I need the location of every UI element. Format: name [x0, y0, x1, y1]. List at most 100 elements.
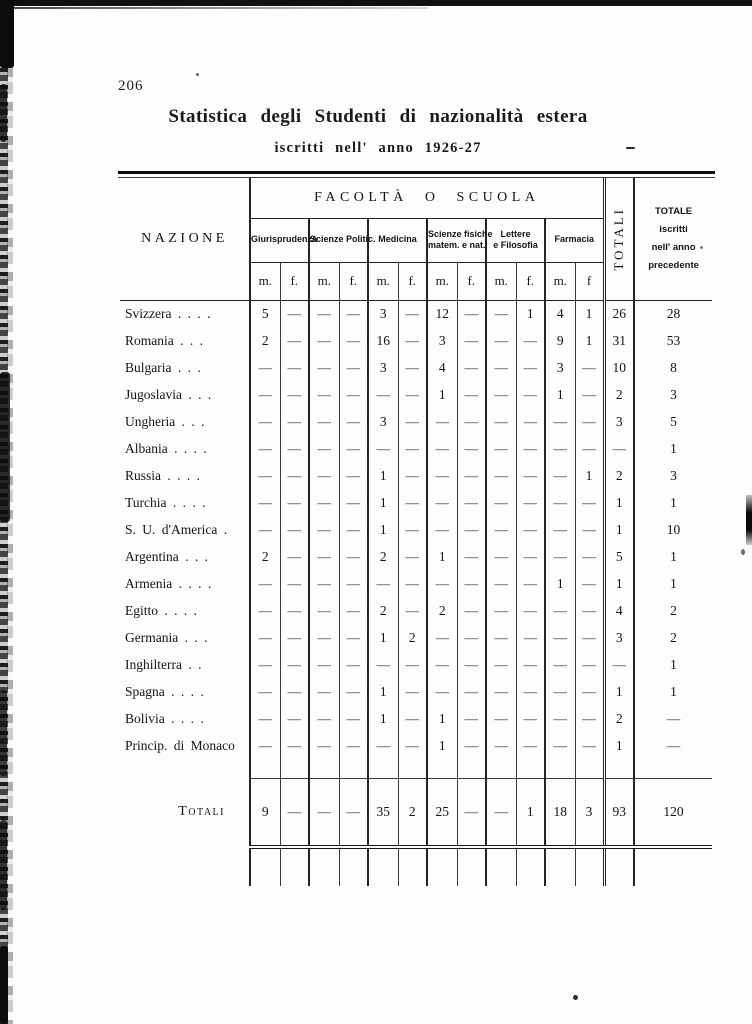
value-cell: —	[308, 597, 339, 625]
prev-header-line: nell' anno	[651, 241, 696, 253]
value-cell	[279, 759, 309, 778]
table-row: S. U. d'America . — — — —1— — — — — — —1 10	[120, 516, 713, 544]
totals-label: Totali	[178, 804, 225, 820]
value-cell: —	[397, 489, 427, 517]
value-cell: 1	[426, 381, 457, 409]
value-cell: —	[456, 543, 486, 571]
value-cell: —	[249, 408, 280, 436]
prev-year-cell: 2	[633, 624, 713, 652]
value-cell: 1	[426, 543, 457, 571]
value-cell	[544, 846, 575, 886]
value-cell	[544, 759, 575, 778]
scan-speck	[196, 73, 199, 76]
table-row: Germania . . . — — — —1 2— — — — — —3 2	[120, 624, 713, 652]
value-cell: —	[574, 624, 605, 652]
col-header-totale-anno-precedente: TOTALE iscritti nell' anno precedente	[633, 178, 713, 301]
scan-blob	[0, 690, 7, 776]
value-cell: —	[456, 678, 486, 706]
value-cell: —	[308, 516, 339, 544]
value-cell: —	[308, 354, 339, 382]
prev-year-cell: 1	[633, 543, 713, 571]
row-total-cell	[602, 759, 635, 778]
header-row-mf: m. f. m. f. m. f. m. f. m. f. m. f	[120, 262, 712, 301]
value-cell: 9	[544, 327, 575, 355]
value-cell: —	[544, 462, 575, 490]
table-row: Spagna . . . . — — — —1— — — — — — —1 1	[120, 678, 713, 706]
value-cell: —	[338, 435, 368, 463]
value-cell: —	[308, 327, 339, 355]
value-cell: 1	[367, 678, 398, 706]
scan-right-edge-mark	[746, 495, 752, 545]
value-cell: —	[249, 462, 280, 490]
table-row: Princip. di Monaco — — — — — —1— — — — —1—	[120, 732, 713, 760]
value-cell: —	[544, 489, 575, 517]
table-row: Egitto . . . . — — — —2—2— — — — —4 2	[120, 597, 713, 625]
value-cell: —	[485, 597, 516, 625]
value-cell: —	[485, 516, 516, 544]
value-cell: —	[515, 597, 545, 625]
value-cell	[515, 759, 545, 778]
value-cell: —	[397, 732, 427, 760]
value-cell	[574, 846, 605, 886]
faculty-header: Lettere e Filosofia	[485, 218, 545, 263]
nation-cell: Albania . . . .	[125, 441, 207, 456]
value-cell: —	[338, 570, 368, 598]
prev-year-cell: 8	[633, 354, 713, 382]
value-cell: —	[485, 381, 516, 409]
value-cell: 2	[426, 597, 457, 625]
nation-cell: Ungheria . . .	[125, 414, 205, 429]
value-cell: —	[456, 462, 486, 490]
value-cell: —	[249, 597, 280, 625]
row-total-cell: 26	[602, 300, 635, 328]
value-cell: 4	[426, 354, 457, 382]
page-subtitle: iscritti nell' anno 1926-27	[274, 140, 482, 156]
value-cell: —	[574, 435, 605, 463]
value-cell: —	[279, 651, 309, 679]
value-cell: —	[249, 354, 280, 382]
value-cell: —	[485, 705, 516, 733]
value-cell: —	[338, 705, 368, 733]
row-total-cell: 1	[602, 678, 635, 706]
value-cell: —	[456, 777, 486, 849]
value-cell: 25	[426, 777, 457, 849]
value-cell: —	[456, 354, 486, 382]
row-total-cell: 3	[602, 408, 635, 436]
row-total-cell: 31	[602, 327, 635, 355]
mf-header: m.	[426, 262, 457, 301]
prev-header-line: iscritti	[659, 223, 688, 235]
value-cell: —	[249, 516, 280, 544]
value-cell: —	[574, 597, 605, 625]
value-cell: —	[338, 354, 368, 382]
value-cell: 2	[367, 597, 398, 625]
value-cell	[338, 759, 368, 778]
value-cell: —	[279, 300, 309, 328]
value-cell: —	[574, 408, 605, 436]
value-cell	[338, 846, 368, 886]
value-cell: —	[574, 651, 605, 679]
value-cell: —	[338, 678, 368, 706]
value-cell: —	[397, 435, 427, 463]
value-cell: 9	[249, 777, 280, 849]
value-cell: —	[426, 624, 457, 652]
value-cell: —	[515, 651, 545, 679]
value-cell: 2	[397, 777, 427, 849]
value-cell: 1	[574, 300, 605, 328]
value-cell: —	[338, 462, 368, 490]
value-cell: —	[515, 516, 545, 544]
value-cell: —	[574, 678, 605, 706]
prev-year-cell: 1	[633, 651, 713, 679]
table-row: Jugoslavia . . . — — — — — —1— — —1—2 3	[120, 381, 713, 409]
row-total-cell: —	[602, 651, 635, 679]
value-cell: —	[426, 651, 457, 679]
faculty-header: Giurisprudenza	[249, 218, 317, 263]
value-cell: —	[544, 624, 575, 652]
mf-header: m.	[485, 262, 516, 301]
value-cell: —	[456, 489, 486, 517]
value-cell: 3	[367, 408, 398, 436]
scan-blob	[0, 372, 10, 522]
scan-binding-edge	[0, 0, 8, 1024]
value-cell: —	[485, 624, 516, 652]
value-cell: —	[515, 570, 545, 598]
totali-vertical-label: TOTALI	[611, 206, 627, 271]
value-cell: —	[485, 732, 516, 760]
